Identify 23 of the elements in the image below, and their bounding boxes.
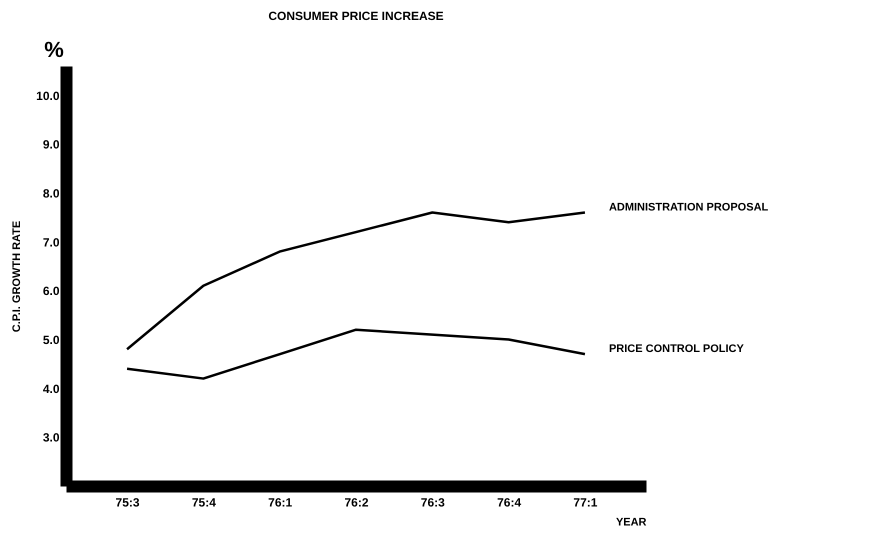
text: ADMINISTRATION PROPOSAL [608, 202, 769, 214]
y-tick-label: 10.0 [36, 88, 60, 103]
y-tick-label: 3.0 [42, 430, 60, 445]
chart-title: CONSUMER PRICE INCREASE [268, 9, 444, 23]
text: PRICE CONTROL POLICY [608, 343, 744, 356]
y-tick-label: 4.0 [42, 382, 60, 396]
y-tick-label: 8.0 [42, 186, 60, 200]
x-tick-label: 76:3 [420, 496, 446, 510]
x-tick-label: 75:3 [116, 496, 140, 510]
y-tick-label: 5.0 [42, 332, 60, 347]
y-tick-label: 6.0 [42, 284, 60, 298]
x-tick-label: 75:4 [192, 496, 216, 510]
x-tick-label: 76:2 [344, 496, 369, 510]
line-series [126, 211, 586, 351]
line-series [126, 328, 586, 380]
text: % [44, 37, 64, 62]
y-axis-title: C.P.I. GROWTH RATE [11, 220, 24, 332]
x-tick-label: 77:1 [573, 496, 598, 510]
x-tick-label: 76:1 [268, 496, 293, 510]
x-axis-title: YEAR [616, 516, 647, 528]
x-tick-label: 76:4 [497, 496, 522, 510]
y-tick-label: 9.0 [42, 138, 60, 152]
y-tick-label: 7.0 [42, 235, 60, 250]
